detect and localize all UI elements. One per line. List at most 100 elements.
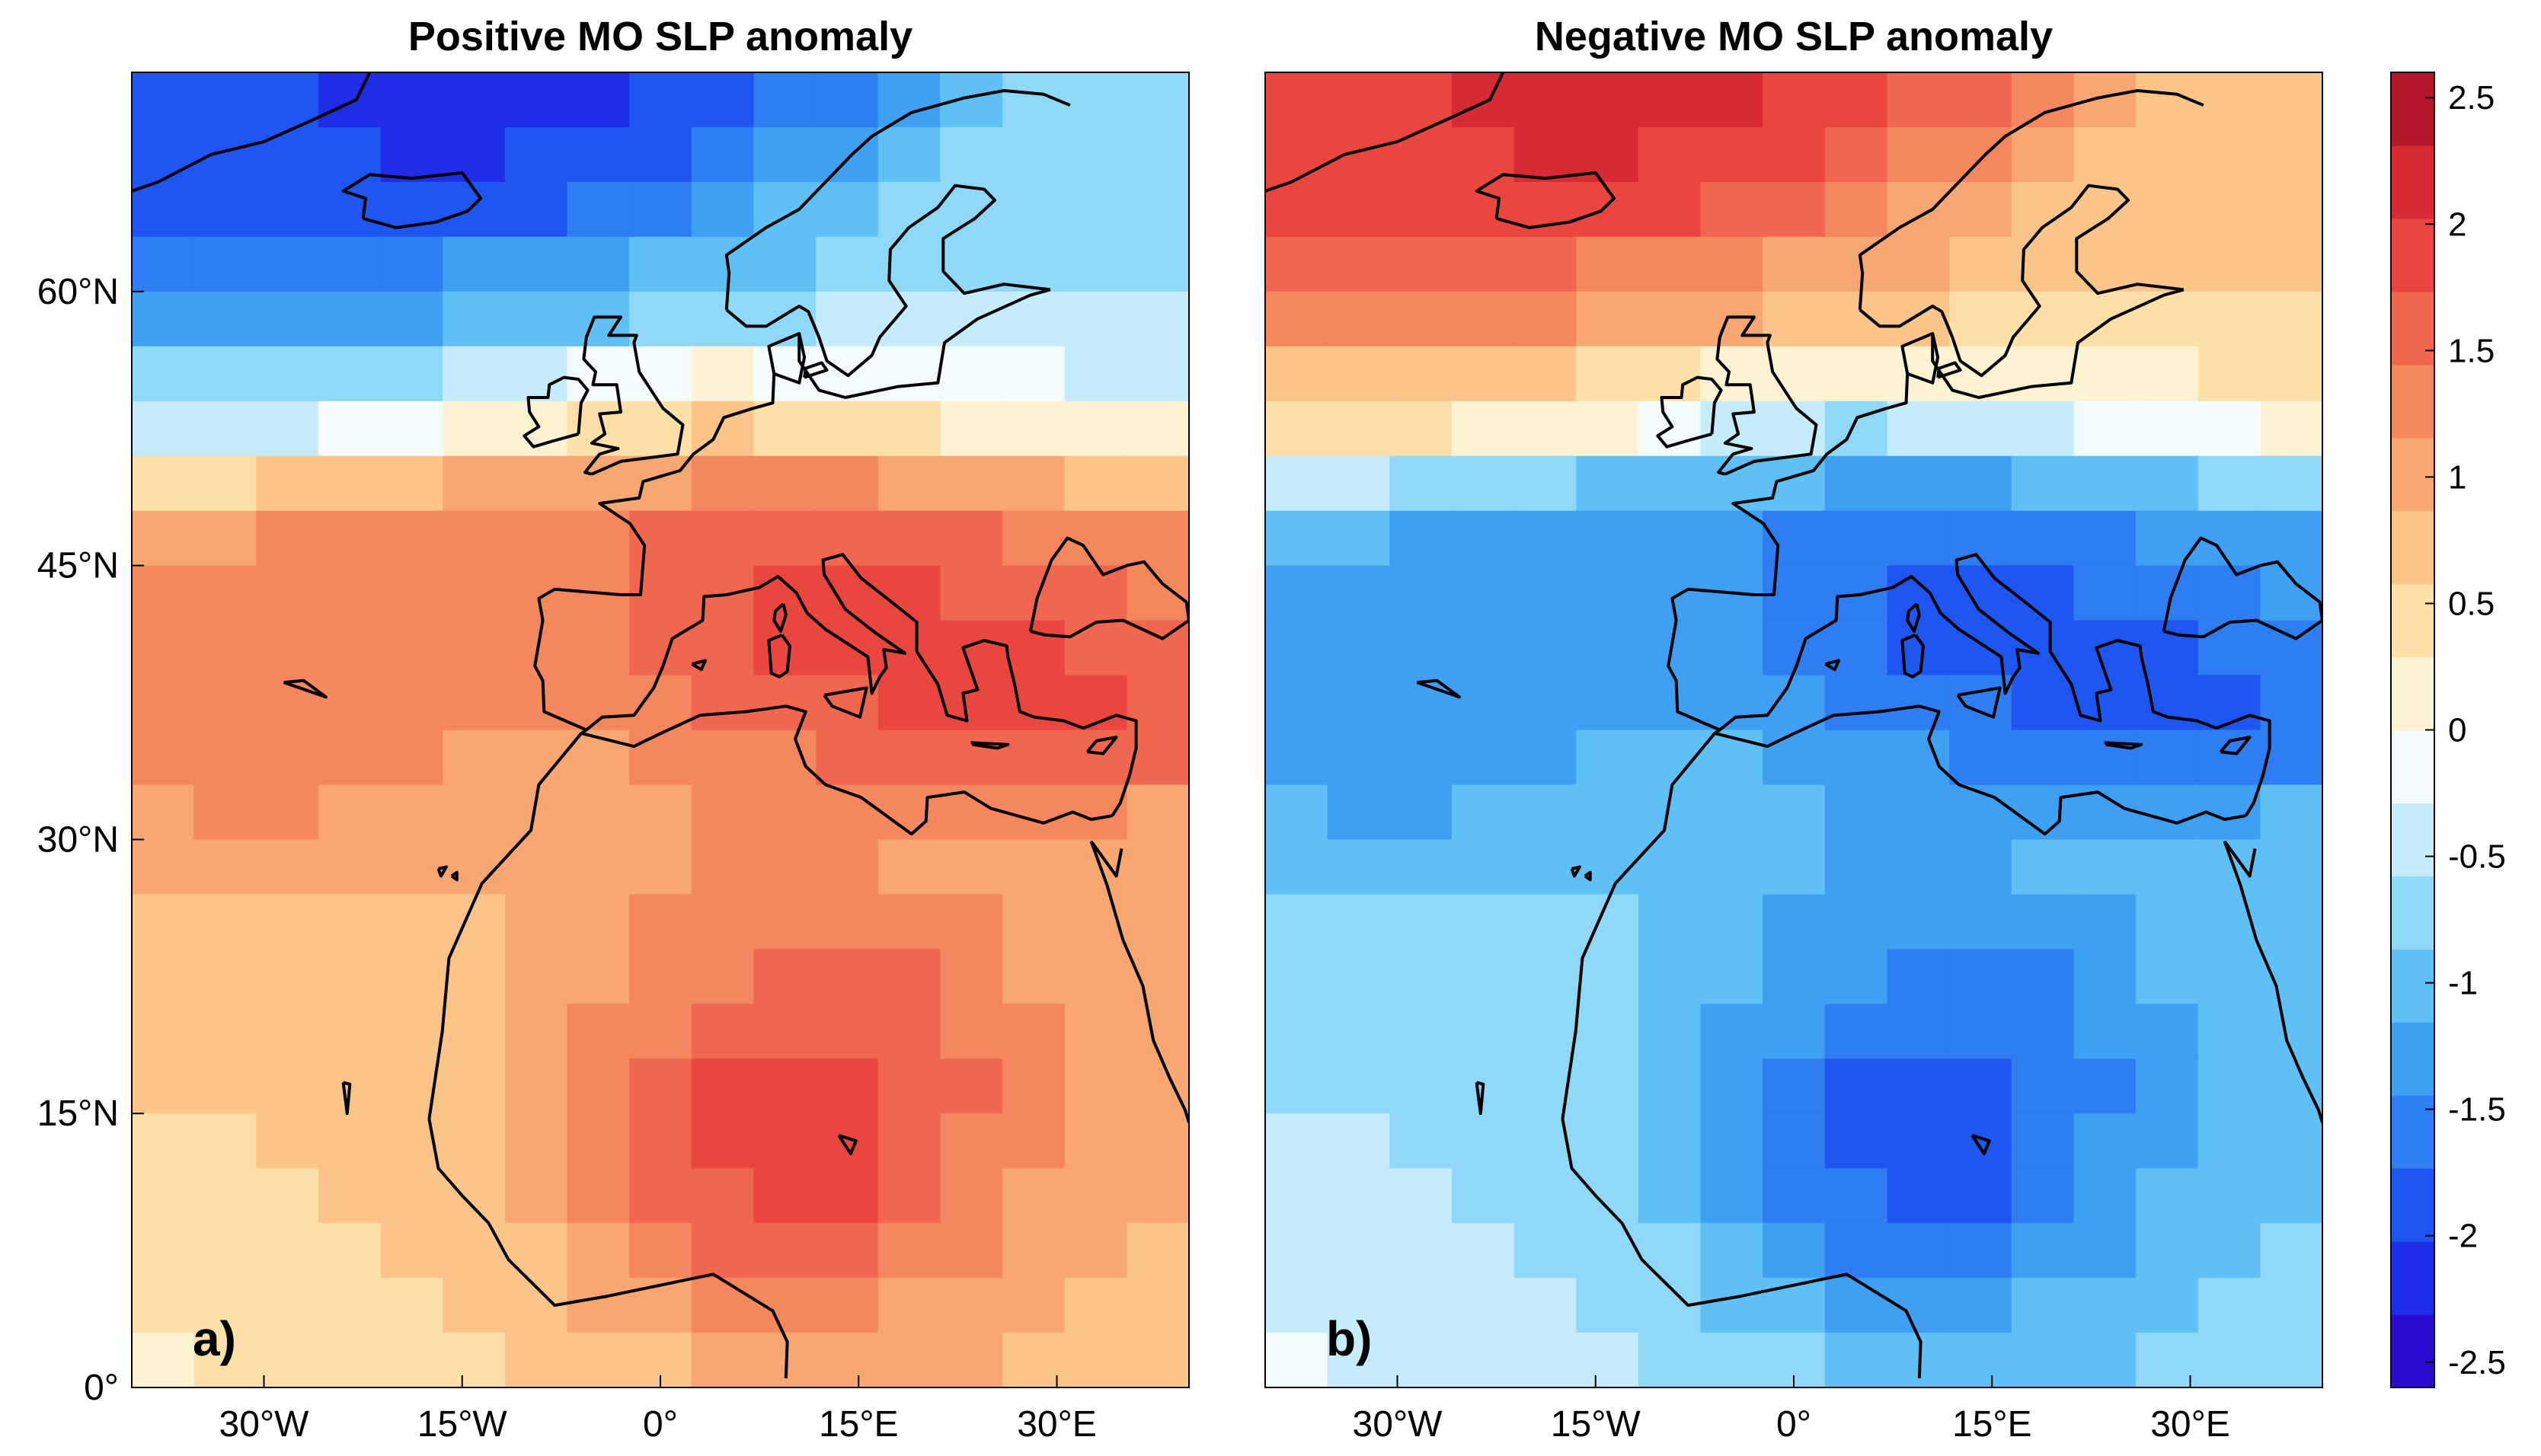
- anomaly-cell: [256, 72, 319, 128]
- anomaly-cell: [2260, 1168, 2322, 1224]
- anomaly-cell: [132, 1223, 195, 1279]
- y-tick-label: 30°N: [37, 819, 119, 860]
- anomaly-cell: [2011, 346, 2075, 402]
- coastline-segment: [1089, 841, 1189, 1123]
- anomaly-cell: [2260, 784, 2322, 841]
- anomaly-cell: [940, 510, 1003, 567]
- anomaly-cell: [1451, 784, 1515, 841]
- anomaly-cell: [2197, 236, 2261, 292]
- anomaly-cell: [2136, 839, 2199, 896]
- anomaly-cell: [1327, 1223, 1390, 1279]
- anomaly-cell: [504, 1223, 568, 1279]
- anomaly-cell: [567, 346, 630, 402]
- anomaly-cell: [1700, 1278, 1763, 1333]
- anomaly-cell: [1389, 1113, 1453, 1169]
- anomaly-cell: [1451, 1333, 1515, 1387]
- anomaly-cell: [940, 1223, 1003, 1279]
- anomaly-cell: [256, 1004, 319, 1060]
- anomaly-cell: [318, 675, 382, 731]
- anomaly-cell: [1327, 784, 1390, 841]
- anomaly-cell: [1513, 894, 1577, 950]
- anomaly-cell: [443, 730, 506, 786]
- anomaly-cell: [132, 1113, 195, 1169]
- anomaly-cell: [1513, 236, 1577, 292]
- anomaly-cell: [1824, 839, 1888, 896]
- anomaly-cell: [2260, 72, 2322, 128]
- anomaly-cell: [1887, 455, 1950, 512]
- anomaly-cell: [132, 236, 195, 292]
- anomaly-cell: [816, 291, 879, 347]
- anomaly-cell: [1824, 510, 1888, 567]
- anomaly-cell: [1576, 1004, 1639, 1060]
- anomaly-cell: [877, 510, 941, 567]
- coastline-segment: [1718, 553, 2271, 817]
- anomaly-cell: [504, 236, 568, 292]
- anomaly-cell: [2197, 455, 2261, 512]
- anomaly-cell: [2011, 1278, 2075, 1333]
- anomaly-cell: [2011, 730, 2075, 786]
- anomaly-cell: [2197, 181, 2261, 238]
- anomaly-cell: [1887, 839, 1950, 896]
- anomaly-cell: [318, 510, 382, 567]
- anomaly-cell: [2197, 1004, 2261, 1060]
- anomaly-cell: [193, 510, 257, 567]
- panel-b-title: Negative MO SLP anomaly: [1535, 14, 2053, 59]
- anomaly-cell: [753, 127, 817, 183]
- anomaly-cell: [1700, 1058, 1763, 1115]
- anomaly-cell: [256, 1113, 319, 1169]
- anomaly-cell: [1265, 72, 1328, 128]
- anomaly-cell: [1949, 675, 2012, 731]
- anomaly-cell: [193, 1113, 257, 1169]
- anomaly-cell: [193, 401, 257, 457]
- anomaly-cell: [1451, 455, 1515, 512]
- coastline-segment: [725, 184, 1051, 378]
- anomaly-cell: [877, 236, 941, 292]
- anomaly-cell: [504, 291, 568, 347]
- anomaly-cell: [443, 455, 506, 512]
- coastline-segment: [1475, 1081, 1485, 1116]
- coastline-segment: [582, 704, 1113, 836]
- anomaly-cell: [877, 894, 941, 950]
- anomaly-cell: [1824, 72, 1888, 128]
- anomaly-cell: [1887, 127, 1950, 183]
- anomaly-cell: [877, 1278, 941, 1333]
- anomaly-cell: [1824, 455, 1888, 512]
- anomaly-cell: [1064, 1333, 1128, 1387]
- colorbar-band: [2391, 1168, 2434, 1242]
- anomaly-cell: [629, 291, 692, 347]
- colorbar-band: [2391, 730, 2434, 803]
- anomaly-cell: [2197, 730, 2261, 786]
- anomaly-cell: [1949, 72, 2012, 128]
- anomaly-cell: [193, 730, 257, 786]
- anomaly-cell: [1949, 730, 2012, 786]
- anomaly-cell: [1127, 839, 1189, 896]
- anomaly-cell: [1763, 1278, 1826, 1333]
- anomaly-cell: [1002, 346, 1066, 402]
- anomaly-cell: [1327, 1168, 1390, 1224]
- anomaly-cell: [1451, 1278, 1515, 1333]
- anomaly-cell: [193, 1058, 257, 1115]
- anomaly-cell: [2073, 839, 2137, 896]
- anomaly-cell: [132, 784, 195, 841]
- anomaly-cell: [567, 675, 630, 731]
- anomaly-cell: [567, 1168, 630, 1224]
- anomaly-cell: [1513, 1333, 1577, 1387]
- anomaly-cell: [629, 346, 692, 402]
- anomaly-cell: [1638, 181, 1702, 238]
- anomaly-cell: [1513, 291, 1577, 347]
- anomaly-cell: [1824, 730, 1888, 786]
- anomaly-cell: [691, 181, 755, 238]
- anomaly-cell: [1389, 1058, 1453, 1115]
- anomaly-cell: [2136, 127, 2199, 183]
- anomaly-cell: [1638, 565, 1702, 621]
- anomaly-cell: [2136, 236, 2199, 292]
- anomaly-cell: [629, 1223, 692, 1279]
- anomaly-cell: [1513, 949, 1577, 1005]
- anomaly-cell: [1513, 620, 1577, 676]
- anomaly-cell: [1265, 949, 1328, 1005]
- colorbar-band: [2391, 1314, 2434, 1388]
- anomaly-cell: [940, 730, 1003, 786]
- anomaly-cell: [691, 1333, 755, 1387]
- anomaly-cell: [1949, 894, 2012, 950]
- anomaly-cell: [1887, 675, 1950, 731]
